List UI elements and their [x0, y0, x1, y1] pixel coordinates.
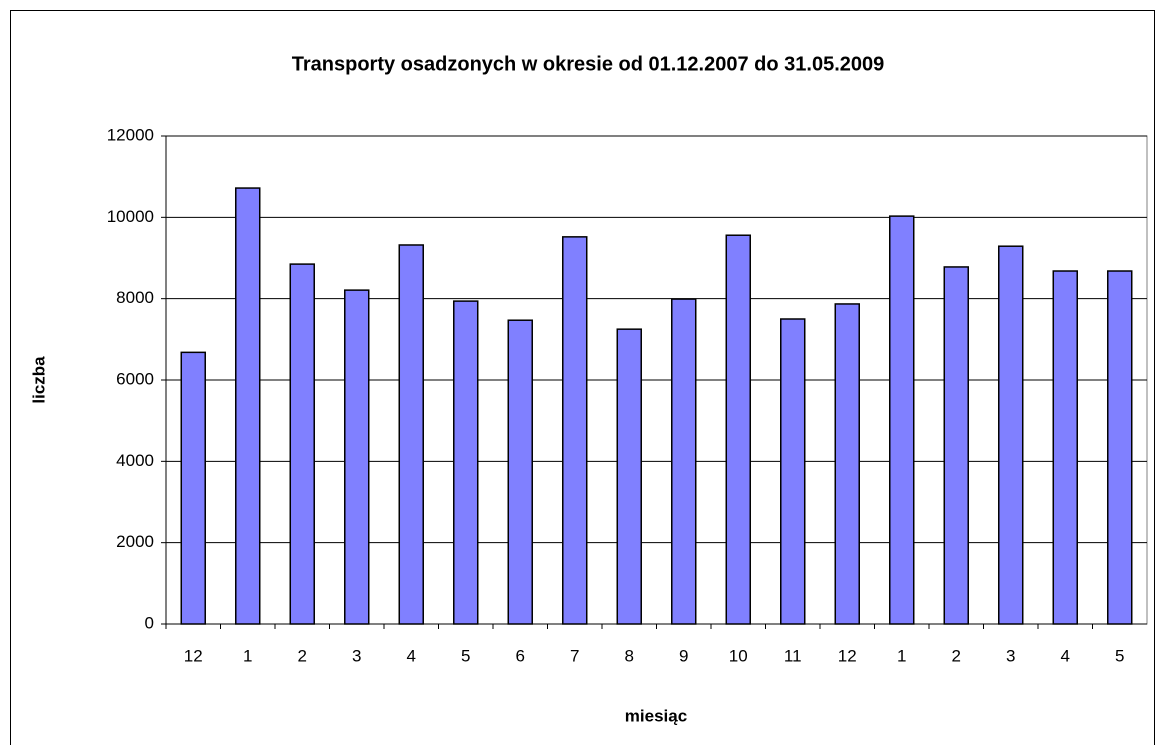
bar [780, 318, 806, 625]
x-tick-label: 3 [1006, 646, 1015, 665]
bar [235, 187, 261, 625]
x-tick-label: 12 [838, 646, 857, 665]
x-tick-label: 6 [516, 646, 525, 665]
chart-title: Transporty osadzonych w okresie od 01.12… [292, 53, 885, 75]
bar [889, 215, 915, 625]
x-tick-label: 9 [679, 646, 688, 665]
bar [180, 351, 206, 625]
bar [398, 244, 424, 625]
bar [943, 266, 969, 625]
bar [834, 303, 860, 625]
bar [616, 328, 642, 625]
bar [1107, 270, 1133, 625]
bar [1052, 270, 1078, 625]
y-tick-label: 2000 [116, 532, 154, 551]
y-tick-label: 6000 [116, 369, 154, 388]
y-tick-label: 10000 [107, 207, 154, 226]
x-tick-label: 2 [952, 646, 961, 665]
bar [453, 300, 479, 625]
x-axis-label: miesiąc [625, 706, 687, 725]
x-tick-label: 2 [298, 646, 307, 665]
y-tick-label: 12000 [107, 125, 154, 144]
x-tick-label: 5 [461, 646, 470, 665]
x-tick-label: 4 [1061, 646, 1070, 665]
x-tick-label: 11 [784, 646, 802, 665]
bar [507, 319, 533, 625]
y-tick-label: 0 [145, 613, 154, 632]
x-tick-label: 3 [352, 646, 361, 665]
x-tick-label: 7 [570, 646, 579, 665]
bar [725, 234, 751, 625]
bar [998, 245, 1024, 625]
x-tick-label: 5 [1115, 646, 1124, 665]
y-tick-label: 4000 [116, 451, 154, 470]
x-tick-label: 8 [625, 646, 634, 665]
x-tick-label: 1 [243, 646, 252, 665]
bar [671, 298, 697, 625]
x-tick-label: 10 [729, 646, 748, 665]
bar [562, 236, 588, 625]
bar [344, 289, 370, 625]
x-tick-label: 1 [897, 646, 906, 665]
y-tick-label: 8000 [116, 288, 154, 307]
x-tick-label: 4 [407, 646, 416, 665]
y-axis-label: liczba [29, 356, 48, 404]
x-tick-label: 12 [184, 646, 203, 665]
bar [289, 263, 315, 625]
